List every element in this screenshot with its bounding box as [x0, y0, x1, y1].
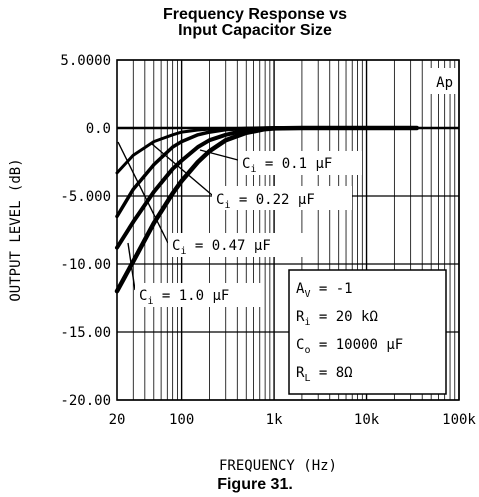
- curve-label: Ci = 0.1 μF: [242, 156, 332, 175]
- curves: [114, 125, 420, 294]
- annotations: Ap Ci = 0.1 μF Ci = 0.22 μF Ci = 0.47 μF Ci …: [117, 68, 457, 395]
- curve-label-bg: [212, 186, 352, 210]
- condition-text: RL = 8Ω: [296, 365, 353, 384]
- curve-label: Ci = 1.0 μF: [139, 288, 229, 307]
- y-tick-label: -15.00: [60, 325, 111, 341]
- conditions-box: [288, 269, 447, 395]
- figure-caption: Figure 31.: [217, 476, 293, 493]
- curve-label-bg: [238, 151, 362, 175]
- x-tick-label: 20: [109, 412, 126, 428]
- label-pointer-line: [127, 242, 136, 291]
- chart-title-line1: Frequency Response vs: [162, 6, 348, 23]
- y-tick-label: -10.00: [60, 257, 111, 273]
- x-axis-label: FREQUENCY (Hz): [219, 458, 337, 474]
- x-tick-label: 10k: [354, 412, 380, 428]
- plot-frame: [116, 59, 460, 401]
- condition-text: AV = -1: [296, 281, 353, 300]
- series-line: [114, 125, 420, 294]
- x-tick-label: 1k: [266, 412, 283, 428]
- chart-title-line2: Input Capacitor Size: [178, 22, 332, 39]
- y-axis-label: OUTPUT LEVEL (dB): [8, 158, 24, 301]
- corner-label: Ap: [436, 75, 453, 91]
- condition-text: Co = 10000 μF: [296, 337, 403, 356]
- curve-label: Ci = 0.22 μF: [216, 192, 315, 211]
- corner-label-bg: [423, 68, 457, 94]
- condition-text: Ri = 20 kΩ: [296, 309, 378, 328]
- x-tick-label: 100: [169, 412, 194, 428]
- x-tick-label: 100k: [442, 412, 476, 428]
- axes: 5.0000 0.0 -5.000 -10.00 -15.00 -20.00 20 100 1k…: [8, 53, 476, 474]
- curve-label-bg: [135, 283, 261, 307]
- curve-label-bg: [168, 233, 304, 257]
- curve-label: Ci = 0.47 μF: [172, 238, 271, 257]
- y-tick-label: 5.0000: [60, 53, 111, 69]
- y-tick-label: -20.00: [60, 393, 111, 409]
- y-tick-label: 0.0: [86, 121, 111, 137]
- label-pointer-line: [199, 149, 239, 161]
- label-pointer-line: [117, 141, 169, 244]
- label-pointer-line: [151, 143, 213, 196]
- y-tick-label: -5.000: [60, 189, 111, 205]
